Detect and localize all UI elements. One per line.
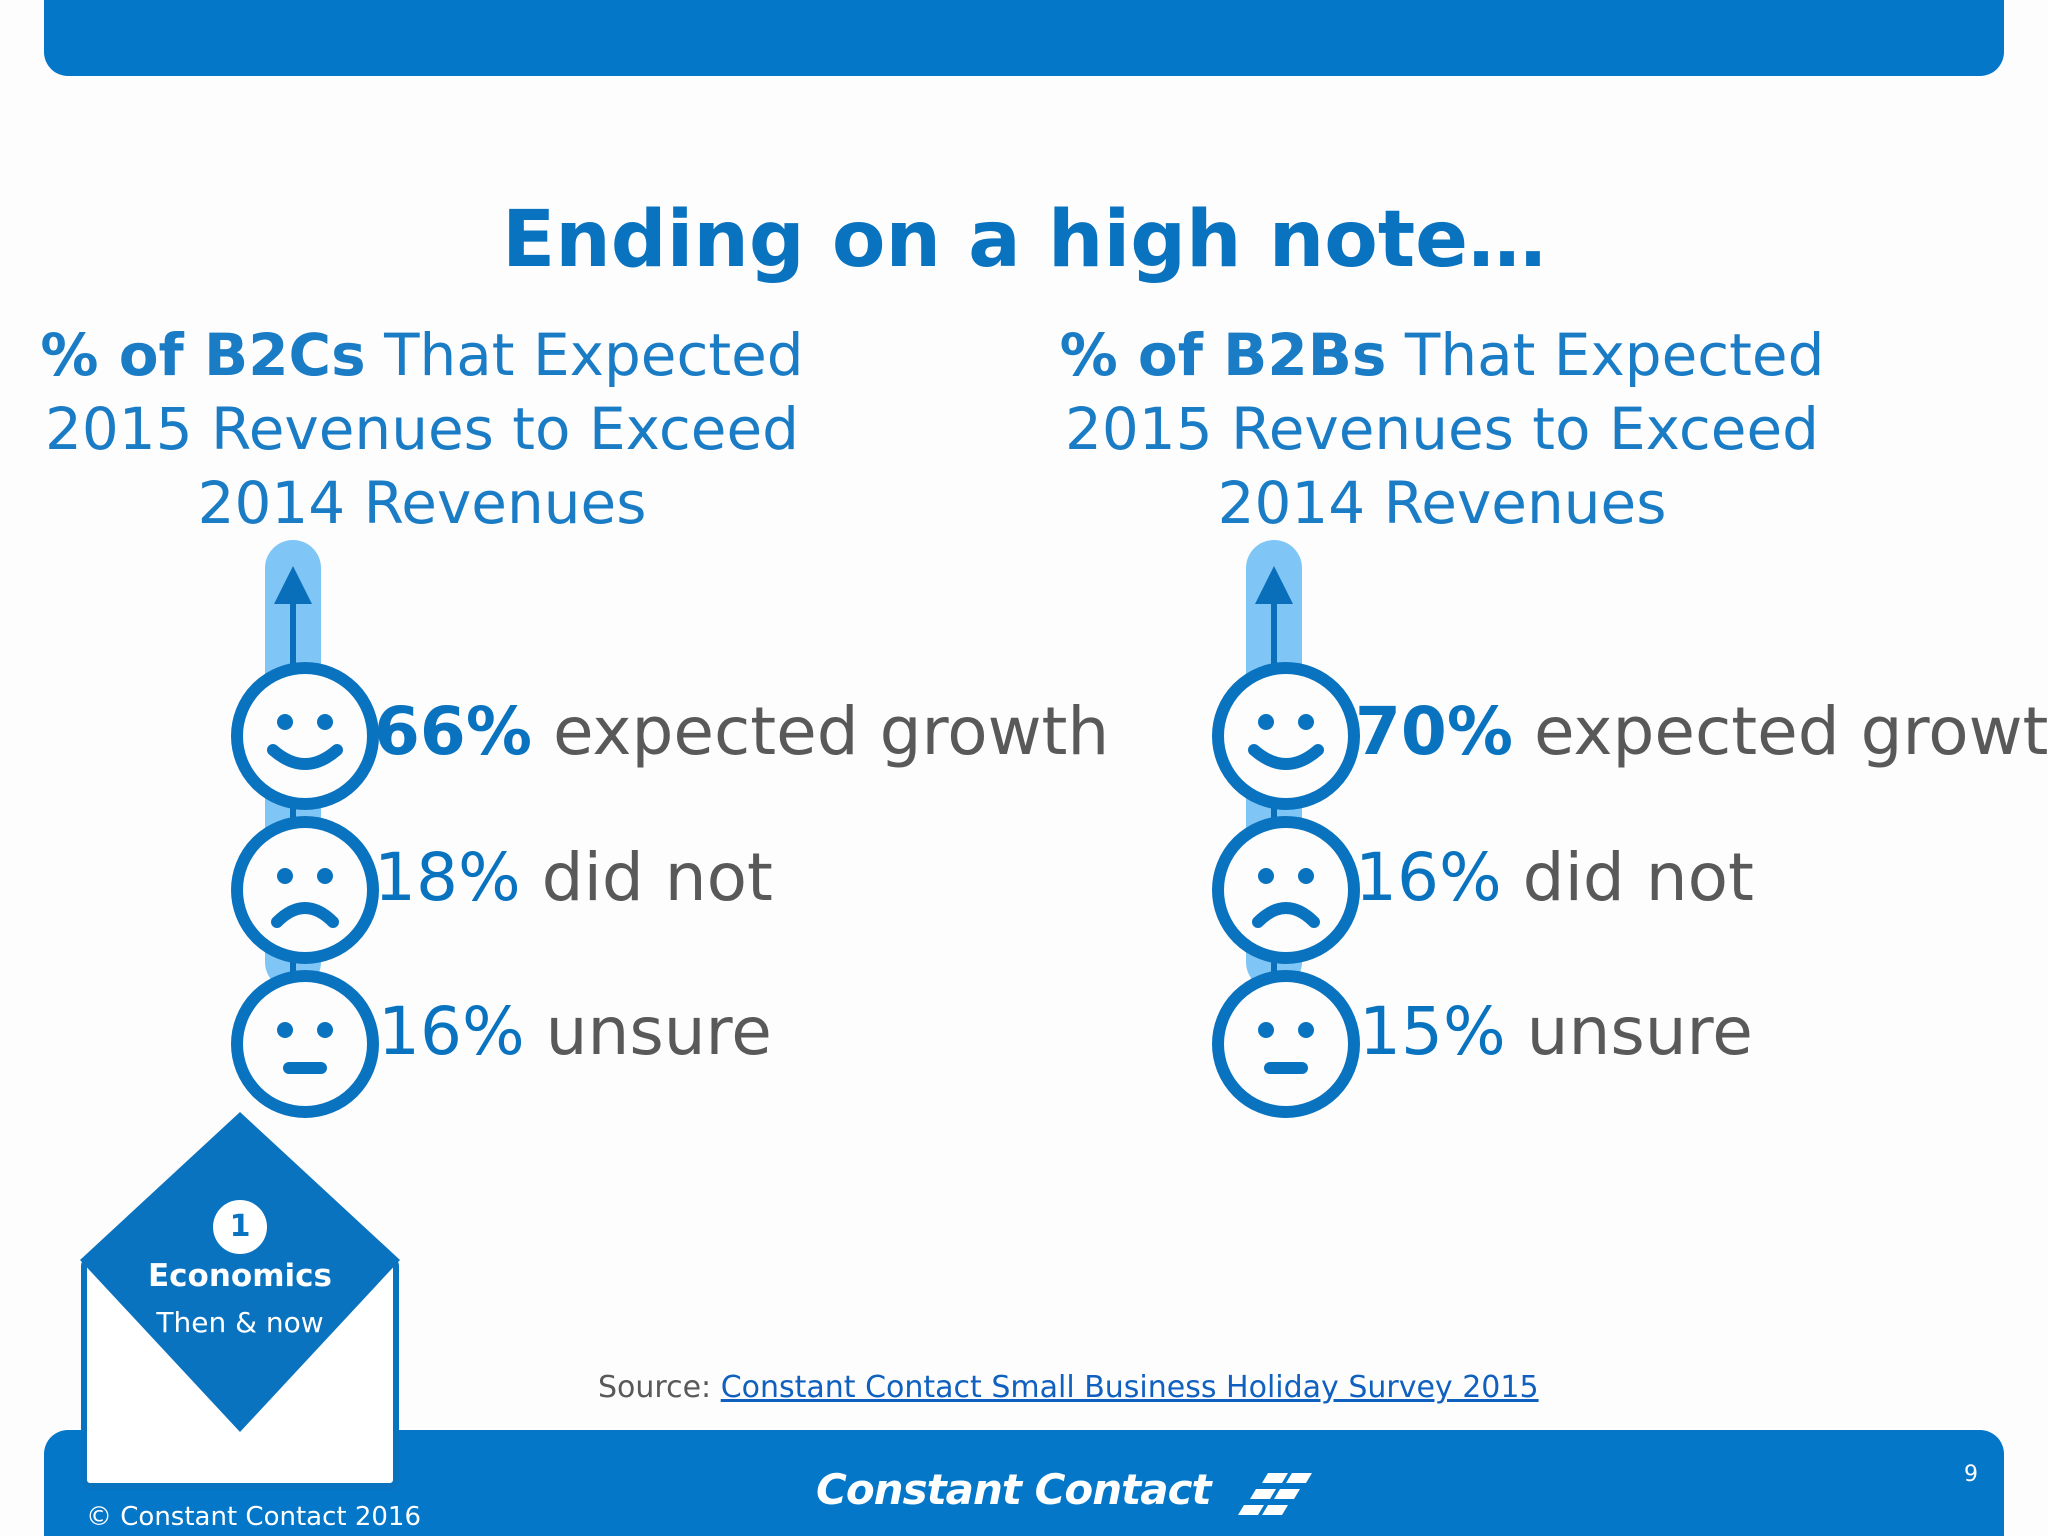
left-heading-bold: % of B2Cs [40,321,366,389]
left-stat-did-not: 18% did not [374,838,773,918]
logo-mark-icon [1238,1472,1313,1515]
right-heading: % of B2Bs That Expected 2015 Revenues to… [1042,318,1842,540]
badge-number: 1 [213,1200,267,1254]
smile-icon [231,662,379,810]
badge-title: Economics [148,1258,332,1294]
left-stat-growth-label: expected growth [531,693,1110,770]
right-heading-line2: 2015 Revenues to Exceed [1065,395,1819,463]
right-stat-growth-value: 70% [1355,693,1513,770]
right-heading-line3: 2014 Revenues [1217,469,1667,537]
right-stat-unsure: 15% unsure [1359,992,1753,1072]
logo-text: Constant Contact [816,1465,1212,1514]
right-arrow-shaft [1271,600,1277,672]
right-stat-growth: 70% expected growth [1355,692,2048,772]
left-stat-did-not-label: did not [520,839,773,916]
left-heading-line2: 2015 Revenues to Exceed [45,395,799,463]
source-link[interactable]: Constant Contact Small Business Holiday … [720,1370,1539,1405]
smile-icon [1212,662,1360,810]
right-stat-unsure-label: unsure [1505,993,1753,1070]
left-stat-unsure: 16% unsure [378,992,772,1072]
left-stat-did-not-value: 18% [374,839,521,916]
copyright-text: © Constant Contact 2016 [86,1502,422,1532]
left-stat-unsure-value: 16% [378,993,525,1070]
right-stat-did-not-value: 16% [1355,839,1502,916]
constant-contact-logo: Constant Contact [816,1460,1320,1520]
page-number: 9 [1964,1462,1978,1487]
right-stat-did-not: 16% did not [1355,838,1754,918]
right-heading-rest: That Expected [1386,321,1825,389]
right-stat-unsure-value: 15% [1359,993,1506,1070]
source-citation: Source: Constant Contact Small Business … [598,1370,1539,1405]
left-heading: % of B2Cs That Expected 2015 Revenues to… [22,318,822,540]
badge-subtitle: Then & now [156,1306,324,1339]
left-stat-unsure-label: unsure [524,993,772,1070]
right-stat-did-not-label: did not [1501,839,1754,916]
neutral-icon [1212,970,1360,1118]
right-stat-growth-label: expected growth [1512,693,2048,770]
left-heading-line3: 2014 Revenues [197,469,647,537]
right-heading-bold: % of B2Bs [1059,321,1387,389]
left-stat-growth-value: 66% [374,693,532,770]
slide-title: Ending on a high note… [501,195,1547,285]
frown-icon [231,816,379,964]
source-prefix: Source: [598,1370,721,1405]
frown-icon [1212,816,1360,964]
left-arrow-up-icon [274,566,312,604]
left-heading-rest: That Expected [365,321,804,389]
left-arrow-shaft [290,600,296,672]
left-stat-growth: 66% expected growth [374,692,1109,772]
envelope-badge-icon [80,1112,400,1489]
neutral-icon [231,970,379,1118]
right-heading-line1: % of B2Bs That Expected [1042,318,1842,392]
left-heading-line1: % of B2Cs That Expected [22,318,822,392]
right-arrow-up-icon [1255,566,1293,604]
top-banner [44,0,2004,76]
